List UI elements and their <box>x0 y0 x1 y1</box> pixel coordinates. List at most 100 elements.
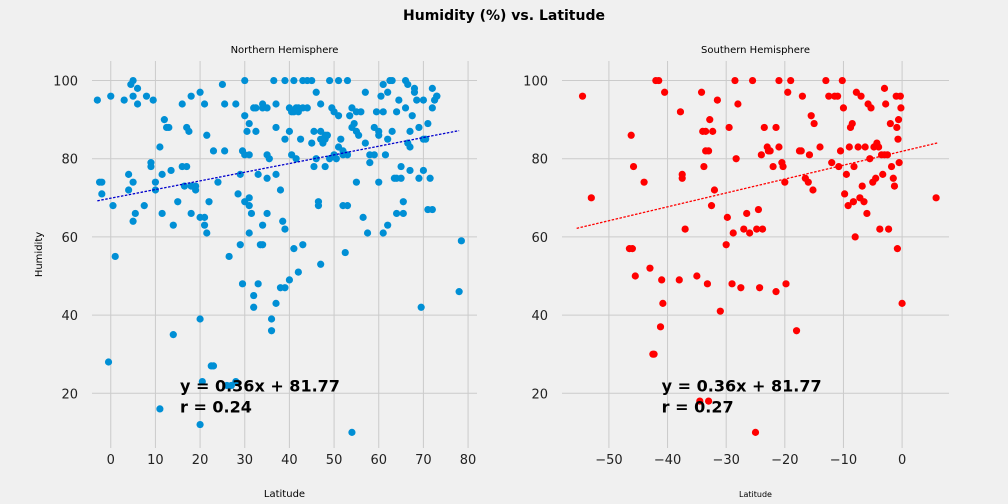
data-point <box>203 131 211 139</box>
data-point <box>858 182 866 190</box>
correlation-label: r = 0.27 <box>662 397 734 416</box>
data-point <box>221 147 229 155</box>
data-point <box>263 104 271 112</box>
data-point <box>880 84 889 92</box>
data-point <box>238 280 247 288</box>
data-point <box>816 143 824 151</box>
data-point <box>455 288 463 296</box>
data-point <box>836 147 845 155</box>
x-tick-label: −10 <box>830 453 857 468</box>
data-point <box>775 143 783 151</box>
data-point <box>384 135 392 143</box>
data-point <box>740 225 748 233</box>
data-point <box>854 143 862 151</box>
data-point <box>178 100 186 108</box>
data-point <box>205 198 213 206</box>
data-point <box>781 178 789 186</box>
x-tick-label: 0 <box>898 453 906 468</box>
data-point <box>760 123 768 132</box>
data-point <box>98 190 106 198</box>
data-point <box>629 162 638 171</box>
data-point <box>428 104 436 112</box>
data-point <box>259 221 267 229</box>
data-point <box>169 221 177 229</box>
data-point <box>860 198 868 206</box>
data-point <box>640 178 648 186</box>
data-point <box>169 331 177 339</box>
data-point <box>165 123 173 132</box>
data-point <box>245 194 253 202</box>
data-point <box>867 104 875 112</box>
data-point <box>393 108 401 116</box>
data-point <box>932 194 940 202</box>
data-point <box>267 327 276 335</box>
data-point <box>709 127 717 135</box>
data-point <box>296 135 305 143</box>
data-point <box>758 225 767 233</box>
y-tick-label: 80 <box>531 153 548 168</box>
x-tick-label: 0 <box>107 453 115 468</box>
data-point <box>346 112 354 120</box>
data-point <box>379 229 387 237</box>
data-point <box>415 174 423 182</box>
data-point <box>756 284 764 292</box>
data-point <box>272 123 280 132</box>
data-point <box>359 213 367 221</box>
data-point <box>355 131 363 139</box>
data-point <box>650 350 658 358</box>
data-point <box>426 174 434 182</box>
data-point <box>792 327 801 335</box>
x-tick-label: −40 <box>654 453 681 468</box>
data-point <box>185 127 193 135</box>
data-point <box>104 358 113 366</box>
data-point <box>317 260 325 268</box>
data-point <box>587 194 595 202</box>
data-point <box>281 225 289 233</box>
data-point <box>722 241 730 249</box>
data-point <box>388 76 396 85</box>
data-point <box>243 127 251 135</box>
data-point <box>290 76 298 85</box>
data-point <box>700 162 708 171</box>
data-point <box>200 221 209 229</box>
data-point <box>147 162 155 171</box>
data-point <box>111 252 119 261</box>
data-point <box>743 209 751 218</box>
data-point <box>393 209 401 218</box>
data-point <box>209 147 218 155</box>
regression-equation: y = 0.36x + 81.77 <box>662 376 822 395</box>
x-tick-label: 10 <box>147 453 164 468</box>
data-point <box>628 245 636 253</box>
data-point <box>263 209 271 218</box>
data-point <box>133 84 142 92</box>
data-point <box>350 119 358 128</box>
data-point <box>263 174 271 182</box>
data-point <box>723 213 731 221</box>
data-point <box>156 405 164 413</box>
data-point <box>419 166 428 175</box>
data-point <box>129 92 137 100</box>
data-point <box>656 323 665 331</box>
data-point <box>317 100 325 108</box>
data-point <box>766 147 774 155</box>
data-point <box>323 131 331 139</box>
data-point <box>294 268 302 276</box>
data-point <box>751 428 760 436</box>
data-point <box>200 100 209 108</box>
data-point <box>337 135 345 143</box>
data-point <box>406 127 414 135</box>
data-point <box>842 170 850 178</box>
data-point <box>833 92 842 100</box>
data-point <box>254 280 262 288</box>
data-point <box>848 119 856 128</box>
data-point <box>845 143 853 151</box>
data-point <box>310 162 318 171</box>
data-point <box>810 119 818 128</box>
data-point <box>303 104 311 112</box>
data-point <box>363 229 372 237</box>
y-tick-label: 40 <box>531 309 548 324</box>
data-point <box>234 190 242 198</box>
data-point <box>399 198 407 206</box>
data-point <box>655 76 663 85</box>
data-point <box>805 151 814 159</box>
